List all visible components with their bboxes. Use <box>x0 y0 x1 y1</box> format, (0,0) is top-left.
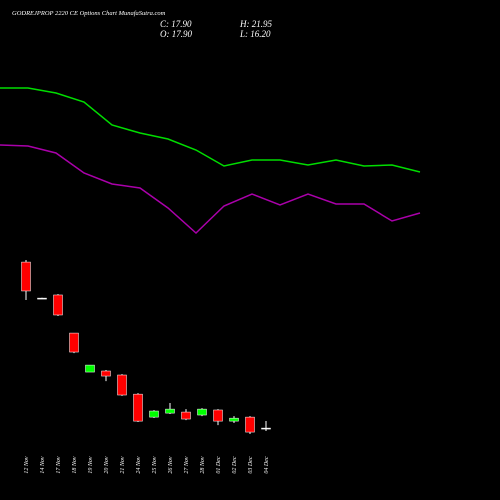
x-tick-label: 27 Nov <box>184 456 190 474</box>
stat: O: 17.90 <box>160 29 192 39</box>
candle-body <box>133 393 143 422</box>
candle-body <box>149 410 159 418</box>
x-tick-label: 21 Nov <box>120 456 126 474</box>
candle-body <box>117 374 127 396</box>
x-tick-label: 14 Nov <box>39 456 46 474</box>
x-tick-label: 24 Nov <box>135 456 142 474</box>
candle-body <box>165 408 175 414</box>
x-tick-label: 20 Nov <box>104 456 110 474</box>
x-tick-label: 25 Nov <box>152 456 158 474</box>
line <box>0 87 421 173</box>
candle-body <box>69 332 79 353</box>
x-tick-label: 26 Nov <box>168 456 174 474</box>
candle-body <box>229 417 239 422</box>
candle-body <box>53 294 63 316</box>
x-tick-label: 12 Nov <box>24 456 30 474</box>
candle-body <box>197 408 207 416</box>
candle-body <box>21 261 31 292</box>
candle-body <box>85 364 95 373</box>
candle-body <box>245 416 255 433</box>
chart-title: GODREJPROP 2220 CE Options Chart MunafaS… <box>12 10 166 17</box>
x-tick-label: 18 Nov <box>72 456 78 474</box>
x-tick-label: 02 Dec <box>232 456 238 473</box>
x-tick-label: 28 Nov <box>200 456 206 474</box>
x-tick-label: 17 Nov <box>56 456 62 474</box>
candle-body <box>181 411 191 420</box>
line <box>0 144 421 235</box>
x-tick-label: 19 Nov <box>88 456 94 474</box>
candle-body <box>101 370 111 377</box>
candle-body <box>37 297 47 300</box>
stat: C: 17.90 <box>160 19 192 29</box>
candle-body <box>213 409 223 422</box>
stat: H: 21.95 <box>239 19 272 29</box>
x-tick-label: 01 Dec <box>216 456 222 473</box>
x-tick-label: 03 Dec <box>248 456 254 473</box>
candle-body <box>261 427 271 430</box>
x-tick-label: 04 Dec <box>263 456 270 473</box>
stat: L: 16.20 <box>239 29 271 39</box>
